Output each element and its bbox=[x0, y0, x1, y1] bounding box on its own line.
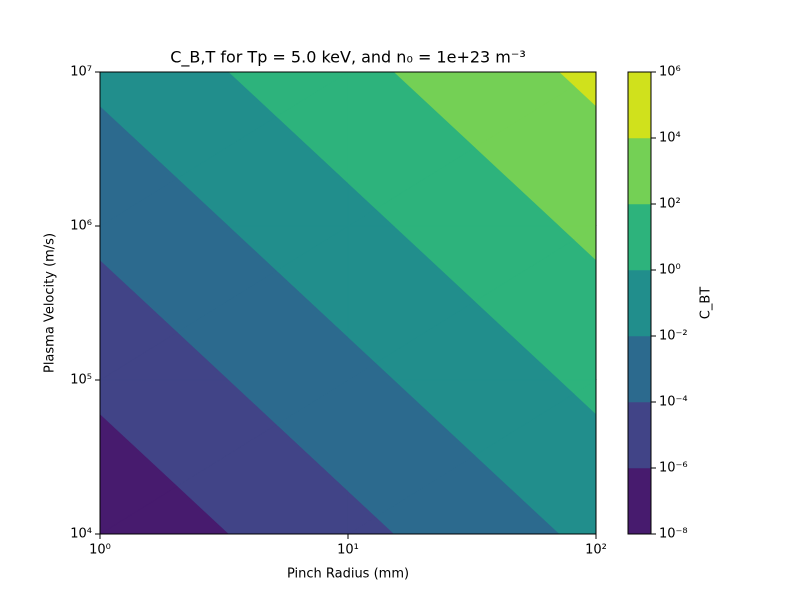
colorbar-tick-label: 10⁴ bbox=[659, 131, 681, 146]
colorbar-band bbox=[627, 137, 652, 205]
colorbar-band bbox=[627, 203, 652, 271]
y-axis-label: Plasma Velocity (m/s) bbox=[43, 233, 58, 373]
x-axis-label: Pinch Radius (mm) bbox=[287, 567, 409, 582]
colorbar-tick-label: 10⁻⁶ bbox=[659, 461, 688, 476]
colorbar-band bbox=[627, 71, 652, 139]
colorbar-label: C_BT bbox=[699, 287, 714, 319]
colorbar-tick-label: 10⁶ bbox=[659, 65, 681, 80]
x-tick-label: 10² bbox=[585, 543, 607, 558]
colorbar-tick-label: 10² bbox=[659, 197, 681, 212]
colorbar-tick-label: 10⁻⁴ bbox=[659, 395, 688, 410]
y-tick-label: 10⁶ bbox=[70, 219, 92, 234]
colorbar-tick-label: 10⁻⁸ bbox=[659, 527, 688, 542]
colorbar-tick-label: 10⁻² bbox=[659, 329, 688, 344]
y-tick-label: 10⁵ bbox=[70, 373, 92, 388]
colorbar-band bbox=[627, 269, 652, 337]
colorbar-band bbox=[627, 335, 652, 403]
x-tick-label: 10¹ bbox=[337, 543, 359, 558]
x-tick-label: 10⁰ bbox=[89, 543, 111, 558]
colorbar-tick-label: 10⁰ bbox=[659, 263, 681, 278]
colorbar-band bbox=[627, 467, 652, 535]
colorbar-frame bbox=[627, 71, 652, 535]
y-tick-label: 10⁴ bbox=[70, 527, 92, 542]
chart-title: C_B,T for Tp = 5.0 keV, and n₀ = 1e+23 m… bbox=[170, 48, 526, 68]
colorbar-band bbox=[627, 401, 652, 469]
y-tick-label: 10⁷ bbox=[70, 65, 92, 80]
